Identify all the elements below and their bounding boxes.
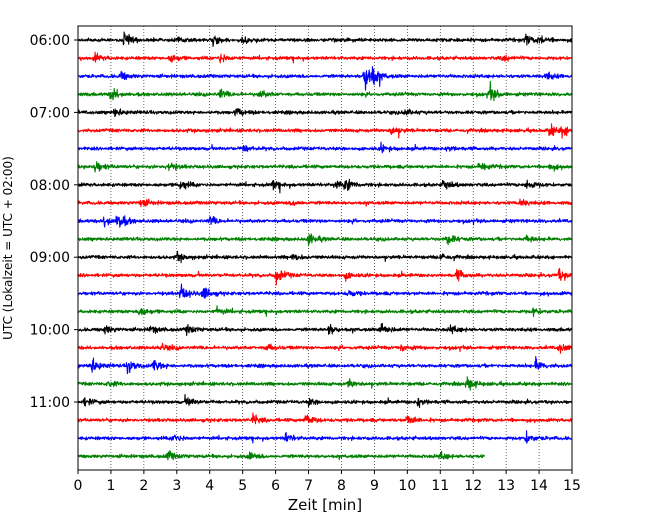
seismic-trace xyxy=(77,123,573,139)
x-tick-label: 0 xyxy=(74,478,83,494)
seismic-trace xyxy=(77,412,573,425)
y-axis: 06:00 07:00 08:00 09:00 10:00 11:00 xyxy=(30,33,78,411)
seismic-trace xyxy=(77,66,573,91)
x-tick-label: 15 xyxy=(563,478,581,494)
x-tick-label: 11 xyxy=(431,478,449,494)
seismic-trace xyxy=(77,393,573,409)
seismic-trace xyxy=(77,342,573,354)
x-tick-label: 2 xyxy=(139,478,148,494)
seismic-trace xyxy=(77,31,573,47)
grid-lines xyxy=(110,26,540,470)
seismic-trace xyxy=(77,283,573,299)
seismic-trace xyxy=(77,450,485,461)
x-tick-label: 3 xyxy=(172,478,181,494)
seismic-trace xyxy=(77,51,573,64)
y-axis-label: UTC (Lokalzeit = UTC + 02:00) xyxy=(1,156,15,340)
y-tick-label: 09:00 xyxy=(30,250,70,266)
seismic-trace xyxy=(77,356,573,375)
y-tick-label: 10:00 xyxy=(30,323,70,339)
seismic-trace xyxy=(77,305,573,318)
seismic-trace xyxy=(77,430,573,444)
seismic-trace xyxy=(77,215,573,228)
x-tick-label: 1 xyxy=(106,478,115,494)
y-tick-label: 08:00 xyxy=(30,178,70,194)
seismic-trace xyxy=(77,141,573,154)
x-tick-label: 8 xyxy=(337,478,346,494)
plot-frame xyxy=(77,25,573,471)
seismic-trace xyxy=(77,108,573,118)
x-tick-label: 10 xyxy=(398,478,416,494)
seismic-trace xyxy=(77,250,573,264)
seismic-trace xyxy=(77,80,573,102)
x-tick-label: 7 xyxy=(304,478,313,494)
x-tick-label: 12 xyxy=(464,478,482,494)
seismic-trace xyxy=(77,233,573,247)
x-tick-label: 14 xyxy=(530,478,548,494)
x-tick-label: 6 xyxy=(271,478,280,494)
y-tick-label: 11:00 xyxy=(30,395,70,411)
seismic-trace xyxy=(77,198,573,208)
seismic-trace xyxy=(77,161,573,173)
y-tick-label: 07:00 xyxy=(30,105,70,121)
trace-group xyxy=(77,31,573,461)
seismic-trace xyxy=(77,322,573,337)
seismic-trace xyxy=(77,268,573,286)
x-axis-label: Zeit [min] xyxy=(288,496,362,514)
seismic-trace xyxy=(77,376,573,391)
seismic-trace xyxy=(77,178,573,194)
x-tick-label: 9 xyxy=(370,478,379,494)
x-axis: 0 1 2 3 4 5 6 7 8 9 10 11 12 13 14 15 xyxy=(74,470,581,494)
x-tick-label: 4 xyxy=(205,478,214,494)
x-tick-label: 5 xyxy=(238,478,247,494)
y-tick-label: 06:00 xyxy=(30,33,70,49)
x-tick-label: 13 xyxy=(497,478,515,494)
